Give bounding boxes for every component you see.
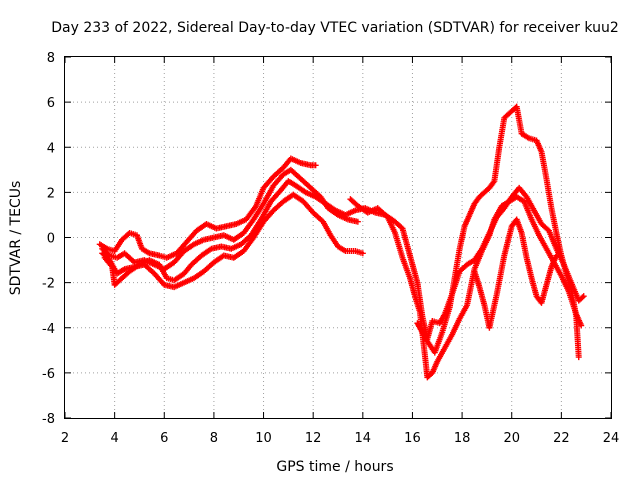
x-tick-label: 18: [454, 431, 471, 446]
y-tick-label: -2: [42, 277, 55, 292]
x-tick-label: 14: [355, 431, 372, 446]
x-tick-label: 24: [603, 431, 620, 446]
x-axis-label: GPS time / hours: [276, 459, 393, 475]
plot-frame: [64, 56, 612, 419]
x-tick-label: 20: [503, 431, 520, 446]
data-point: [575, 354, 582, 361]
x-tick-label: 22: [553, 431, 570, 446]
series-track-6: [414, 103, 582, 361]
x-tick-label: 2: [61, 431, 69, 446]
x-tick-label: 4: [110, 431, 118, 446]
grid-lines: [65, 57, 611, 418]
data-point: [553, 252, 560, 259]
y-tick-label: 0: [47, 232, 55, 247]
x-tick-label: 10: [255, 431, 272, 446]
y-tick-label: -8: [42, 412, 55, 427]
data-point: [579, 294, 586, 301]
data-point: [312, 162, 319, 169]
x-tick-label: 16: [404, 431, 421, 446]
x-tick-label: 8: [210, 431, 218, 446]
series-track-4: [99, 191, 366, 291]
y-tick-label: -6: [42, 367, 55, 382]
series-track-7: [471, 216, 560, 331]
data-point: [354, 218, 361, 225]
y-tick-label: 2: [47, 186, 55, 201]
x-tick-label: 6: [160, 431, 168, 446]
series-track-1: [96, 155, 319, 261]
x-tick-label: 12: [305, 431, 322, 446]
data-point: [580, 293, 587, 300]
y-tick-label: -4: [42, 322, 55, 337]
chart-title: Day 233 of 2022, Sidereal Day-to-day VTE…: [51, 20, 619, 36]
y-tick-label: 4: [47, 141, 55, 156]
data-points: [96, 103, 587, 381]
data-point: [359, 250, 366, 257]
y-tick-label: 6: [47, 96, 55, 111]
y-axis-label: SDTVAR / TECUs: [8, 181, 24, 296]
y-tick-label: 8: [47, 51, 55, 66]
